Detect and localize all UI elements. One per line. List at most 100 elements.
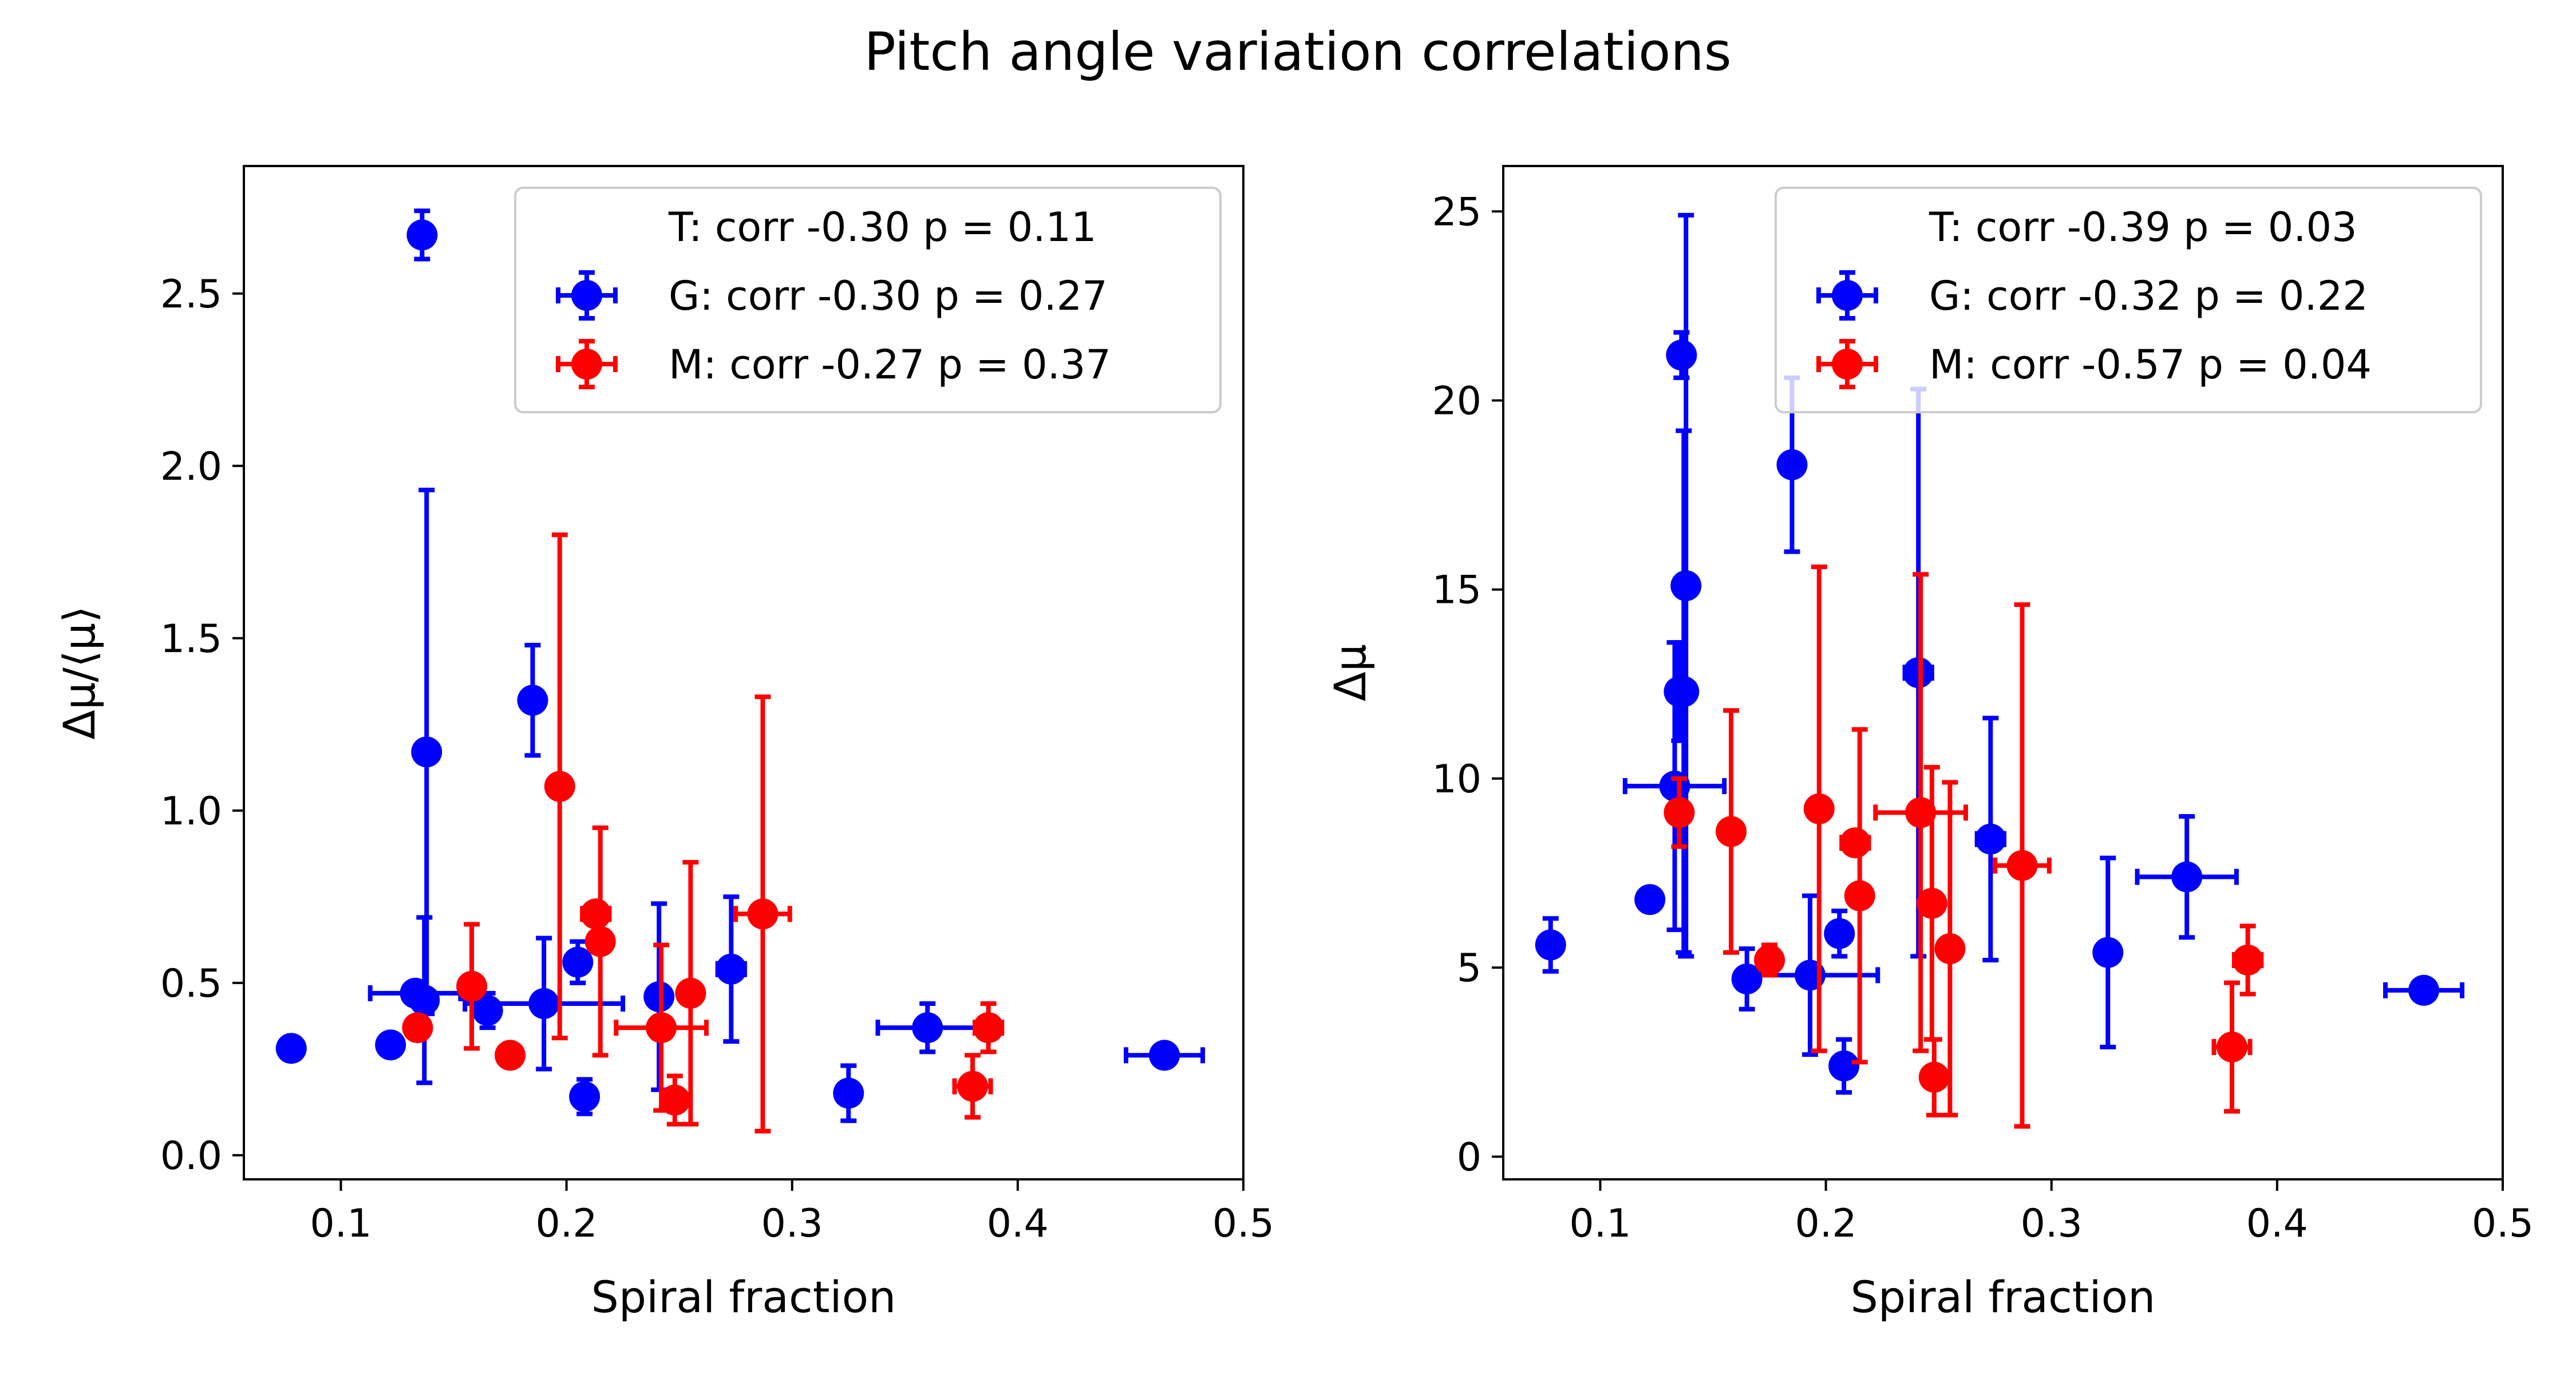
data-point (1754, 942, 1785, 978)
legend-label: M: corr -0.27 p = 0.37 (669, 341, 1111, 388)
x-axis-label: Spiral fraction (591, 1272, 896, 1322)
data-marker (659, 1084, 690, 1116)
x-tick-label: 0.2 (536, 1201, 598, 1246)
data-marker (2092, 937, 2124, 968)
data-point (1670, 212, 1702, 959)
data-marker (456, 970, 488, 1002)
data-point (952, 1053, 993, 1120)
data-marker (2232, 944, 2263, 976)
data-marker (562, 946, 594, 978)
legend-box (514, 187, 1222, 413)
data-marker (402, 1012, 433, 1044)
data-point (1828, 1037, 1860, 1095)
legend-marker (571, 280, 602, 311)
data-marker (517, 685, 548, 716)
data-marker (1149, 1040, 1180, 1071)
data-marker (584, 926, 616, 957)
data-point (1839, 827, 1871, 859)
data-marker (1754, 944, 1785, 976)
data-point (1664, 776, 1695, 849)
data-point (659, 1073, 690, 1127)
data-point (584, 825, 616, 1058)
x-axis-label: Spiral fraction (1851, 1272, 2156, 1322)
data-marker (1844, 880, 1875, 911)
data-point (1824, 909, 1855, 959)
left-panel: 0.1 0.2 0.3 0.4 0.5 0.0 0.5 1.0 1.5 2.0 2.5 Spiral … (54, 165, 1274, 1322)
legend: T: corr -0.39 p = 0.03 G: corr -0.32 p = … (1775, 187, 2482, 413)
data-marker (1666, 339, 1697, 371)
series-G (275, 208, 1206, 1123)
data-point (2092, 855, 2124, 1049)
right-panel: 0.1 0.2 0.3 0.4 0.5 0 5 10 15 20 25 Spiral fraction… (1325, 165, 2534, 1322)
x-tick-label: 0.4 (2246, 1201, 2308, 1246)
x-tick-label: 0.1 (310, 1201, 372, 1246)
data-point (569, 1077, 600, 1116)
y-tick-label: 0.0 (160, 1134, 222, 1179)
axes-frame (1502, 165, 2504, 1180)
data-point (1535, 916, 1566, 974)
data-point (2231, 923, 2264, 997)
data-marker (1824, 918, 1855, 949)
data-point (1934, 780, 1966, 1118)
y-tick-label: 15 (1432, 568, 1481, 613)
data-point (1974, 716, 2006, 962)
y-tick-label: 0.5 (160, 961, 222, 1006)
data-point (463, 935, 626, 1072)
data-marker (544, 771, 575, 802)
data-marker (2171, 861, 2203, 893)
data-point (1124, 1040, 1206, 1071)
data-point (495, 1040, 526, 1071)
data-point (1918, 1037, 1950, 1118)
data-marker (912, 1012, 943, 1044)
data-point (972, 1001, 1005, 1055)
data-marker (747, 898, 779, 930)
data-point (456, 922, 488, 1051)
y-tick-label: 1.5 (160, 617, 222, 662)
data-marker (716, 953, 747, 985)
y-tick-label: 1.0 (160, 789, 222, 834)
legend-box (1775, 187, 2482, 413)
data-point (406, 208, 438, 262)
data-marker (646, 1012, 677, 1044)
x-tick-label: 0.5 (1212, 1201, 1274, 1246)
y-tick-label: 5 (1457, 946, 1481, 991)
data-point (675, 860, 706, 1127)
y-tick-label: 10 (1432, 757, 1481, 802)
data-marker (833, 1077, 864, 1109)
data-point (517, 642, 548, 758)
series-M (402, 532, 1005, 1134)
figure-suptitle: Pitch angle variation correlations (864, 21, 1731, 82)
data-point (1716, 708, 1747, 955)
data-point (375, 1029, 406, 1061)
y-tick-label: 2.5 (160, 272, 222, 317)
data-point (544, 532, 575, 1041)
data-point (2135, 814, 2239, 940)
data-marker (2006, 850, 2038, 881)
data-marker (1839, 827, 1871, 859)
data-marker (1634, 884, 1666, 915)
data-point (1993, 602, 2052, 1129)
legend-label: T: corr -0.39 p = 0.03 (1929, 204, 2357, 251)
legend-marker (1832, 280, 1863, 311)
data-marker (1535, 929, 1566, 961)
data-marker (569, 1081, 600, 1112)
data-marker (1828, 1050, 1860, 1081)
legend-marker (1832, 349, 1863, 380)
data-marker (1664, 797, 1695, 828)
y-axis-label: Δμ/⟨μ⟩ (54, 606, 105, 740)
data-point (833, 1063, 864, 1123)
data-marker (973, 1012, 1004, 1044)
data-point (2383, 974, 2465, 1006)
data-point (562, 939, 594, 985)
data-marker (1905, 797, 1937, 828)
data-point (1803, 564, 1835, 1053)
data-marker (1803, 793, 1835, 824)
data-marker (411, 736, 442, 768)
legend-label: M: corr -0.57 p = 0.04 (1929, 341, 2372, 388)
data-marker (1776, 449, 1808, 480)
data-marker (1916, 887, 1947, 919)
legend: T: corr -0.30 p = 0.11 G: corr -0.30 p = … (514, 187, 1222, 413)
data-marker (528, 988, 560, 1019)
data-point (275, 1033, 307, 1064)
